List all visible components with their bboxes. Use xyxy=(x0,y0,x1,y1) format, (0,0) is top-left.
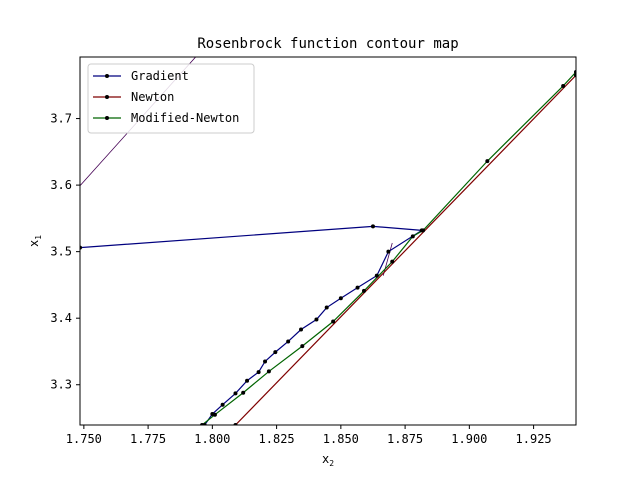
y-axis-label-subscript: 1 xyxy=(34,235,43,240)
data-point-s2-6 xyxy=(361,288,366,293)
x-tick-label-1: 1.775 xyxy=(130,432,166,446)
data-point-s0-12 xyxy=(263,359,268,364)
data-point-s0-3 xyxy=(386,249,391,254)
y-tick-label-2: 3.5 xyxy=(50,245,72,259)
data-point-s0-8 xyxy=(314,317,319,322)
x-axis-label: x2 xyxy=(322,452,334,468)
series-markers xyxy=(80,69,576,425)
x-tick-label-0: 1.750 xyxy=(66,432,102,446)
data-point-s0-11 xyxy=(273,350,278,355)
y-axis-label-main: x xyxy=(27,240,41,247)
data-point-s0-1 xyxy=(370,224,375,229)
data-point-s0-6 xyxy=(338,296,343,301)
data-point-s2-2 xyxy=(241,390,246,395)
legend-label-2: Modified-Newton xyxy=(131,111,239,125)
data-point-s2-1 xyxy=(212,412,217,417)
legend-box xyxy=(87,63,255,134)
plot-frame xyxy=(79,56,577,426)
data-point-s2-3 xyxy=(266,369,271,374)
y-tick-label-1: 3.4 xyxy=(50,311,72,325)
x-tick-label-6: 1.900 xyxy=(451,432,487,446)
legend-label-1: Newton xyxy=(131,90,174,104)
data-point-s2-7 xyxy=(390,259,395,264)
legend-marker-0 xyxy=(105,74,109,78)
data-point-s2-8 xyxy=(410,234,415,239)
y-axis-label: x1 xyxy=(27,235,43,247)
x-tick-label-3: 1.825 xyxy=(259,432,295,446)
data-point-s2-5 xyxy=(331,319,336,324)
data-point-s0-9 xyxy=(299,327,304,332)
y-tick-label-0: 3.3 xyxy=(50,378,72,392)
data-point-s0-13 xyxy=(256,370,261,375)
series-line-1 xyxy=(235,74,576,425)
data-point-s0-4 xyxy=(374,273,379,278)
data-point-s2-9 xyxy=(421,228,426,233)
x-axis: 1.750 1.775 1.800 1.825 1.850 1.875 1.900 1.925 xyxy=(66,425,552,446)
legend: Gradient Newton Modified-Newton xyxy=(87,63,255,134)
y-axis: 3.3 3.4 3.5 3.6 3.7 xyxy=(50,112,80,392)
y-tick-label-3: 3.6 xyxy=(50,178,72,192)
legend-marker-2 xyxy=(105,116,109,120)
data-point-s0-7 xyxy=(324,305,329,310)
x-tick-label-7: 1.925 xyxy=(516,432,552,446)
chart-title: Rosenbrock function contour map xyxy=(197,36,458,52)
data-point-s0-14 xyxy=(245,378,250,383)
x-tick-label-2: 1.800 xyxy=(194,432,230,446)
legend-marker-1 xyxy=(105,95,109,99)
y-tick-label-4: 3.7 xyxy=(50,112,72,126)
data-point-s2-10 xyxy=(485,159,490,164)
data-point-s2-4 xyxy=(300,344,305,349)
data-point-s0-5 xyxy=(355,285,360,290)
data-point-s0-16 xyxy=(220,402,225,407)
x-axis-label-subscript: 2 xyxy=(329,459,334,468)
x-tick-label-5: 1.875 xyxy=(387,432,423,446)
x-tick-label-4: 1.850 xyxy=(323,432,359,446)
x-axis-label-main: x xyxy=(322,452,329,466)
data-point-s2-11 xyxy=(561,83,566,88)
legend-label-0: Gradient xyxy=(131,69,189,83)
data-point-s0-10 xyxy=(286,339,291,344)
data-point-s0-15 xyxy=(233,391,238,396)
